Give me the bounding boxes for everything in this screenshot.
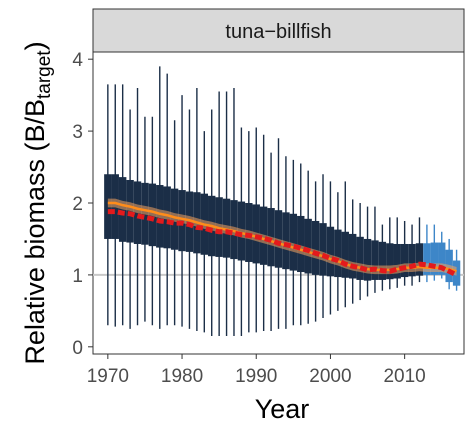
- x-axis-title: Year: [255, 394, 310, 424]
- mean-band: [107, 198, 457, 276]
- box-2009: [393, 243, 401, 279]
- x-tick-label-2010: 2010: [383, 366, 425, 387]
- box-2008: [386, 243, 394, 280]
- box-1973: [126, 179, 134, 243]
- y-tick-label-1: 1: [72, 266, 83, 287]
- box-2004: [356, 236, 364, 280]
- box-2010: [400, 243, 409, 278]
- box-1997: [304, 218, 312, 274]
- box-2015: [438, 242, 446, 275]
- box-2012: [415, 243, 424, 276]
- box-2001: [334, 229, 342, 278]
- y-axis-title-main: Relative biomass (B/B: [20, 99, 50, 365]
- box-2006: [371, 240, 379, 280]
- box-2014: [430, 242, 439, 275]
- x-tick-label-1990: 1990: [235, 366, 277, 387]
- y-axis-title-close: ): [20, 41, 50, 50]
- y-tick-label-2: 2: [72, 194, 83, 215]
- facet-strip-title: tuna−billfish: [225, 21, 331, 43]
- x-tick-label-2000: 2000: [309, 366, 351, 387]
- box-2013: [423, 243, 431, 275]
- y-tick-label-4: 4: [72, 50, 83, 71]
- box-2017: [452, 260, 461, 286]
- box-2007: [378, 241, 387, 280]
- y-tick-label-3: 3: [72, 122, 83, 143]
- box-2000: [326, 226, 335, 277]
- box-2002: [341, 231, 349, 278]
- box-2003: [349, 233, 357, 279]
- box-1994: [282, 212, 290, 270]
- y-axis-title: Relative biomass (B/Btarget): [20, 41, 55, 364]
- x-tick-label-1970: 1970: [87, 366, 129, 387]
- mean-line: [107, 201, 457, 273]
- box-1999: [319, 223, 327, 276]
- box-1998: [311, 220, 320, 275]
- x-tick-label-1980: 1980: [161, 366, 203, 387]
- box-1996: [297, 215, 305, 273]
- box-2005: [363, 238, 372, 281]
- box-2011: [408, 243, 416, 277]
- facet-strip: [92, 8, 465, 53]
- y-axis-title-subscript: target: [34, 50, 55, 99]
- y-tick-label-0: 0: [72, 338, 83, 359]
- box-1995: [289, 213, 298, 271]
